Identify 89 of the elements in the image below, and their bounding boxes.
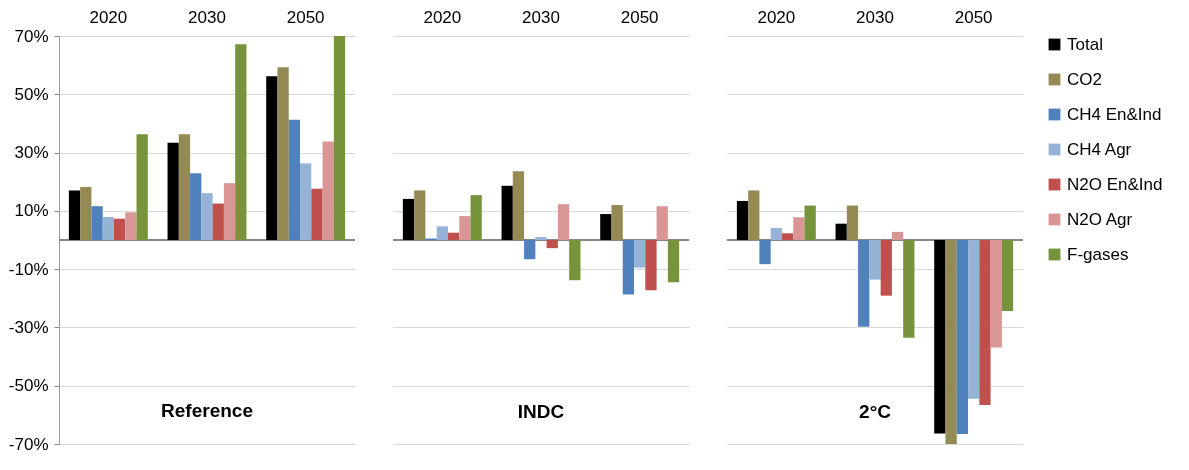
y-tick-label: 70% [14, 26, 49, 46]
y-tick-label: -30% [8, 317, 49, 337]
bar [748, 190, 760, 240]
bar [667, 240, 680, 283]
x-tick-label: 2050 [620, 7, 659, 27]
bar [968, 240, 980, 399]
bar [91, 206, 103, 240]
legend-label: CH4 En&Ind [1067, 104, 1162, 124]
bar [102, 216, 114, 240]
bar [300, 163, 312, 240]
bar [956, 240, 969, 435]
bar [470, 195, 482, 240]
bar [770, 228, 782, 240]
text: 2°C [859, 401, 892, 422]
bar [68, 190, 81, 240]
bar [656, 206, 668, 240]
bar [501, 185, 513, 240]
bar [793, 217, 805, 240]
bar [277, 67, 289, 240]
bar [645, 240, 657, 291]
bar [311, 188, 323, 240]
bar [402, 198, 415, 240]
text: INDC [517, 401, 565, 422]
bar [600, 214, 612, 240]
bar [535, 237, 547, 240]
bar [934, 240, 946, 434]
y-tick-label: 50% [14, 84, 49, 104]
y-tick-label: -70% [8, 434, 49, 454]
bar [201, 193, 213, 240]
bar [113, 218, 126, 240]
bar [414, 190, 426, 240]
bar [436, 226, 448, 240]
bar [546, 240, 558, 249]
legend-label: CH4 Agr [1067, 139, 1132, 159]
bar [858, 240, 870, 327]
bar [891, 231, 904, 240]
legend-label: Total [1067, 34, 1103, 54]
y-tick-label: -50% [8, 376, 49, 396]
x-tick-label: 2030 [856, 7, 894, 27]
bar [634, 240, 646, 268]
legend-label: N2O Agr [1067, 209, 1133, 229]
bar [80, 186, 92, 240]
bar [136, 134, 148, 240]
x-tick-label: 2020 [89, 7, 128, 27]
bar [781, 233, 794, 240]
bar [846, 205, 859, 240]
bar [288, 119, 301, 240]
bar [125, 212, 137, 240]
bar [235, 44, 247, 240]
legend-label: N2O En&Ind [1067, 174, 1163, 194]
bar [178, 134, 191, 240]
bar [736, 200, 749, 240]
bar [212, 203, 224, 240]
bar [903, 240, 915, 338]
legend-label: CO2 [1067, 69, 1102, 89]
legend-label: F-gases [1067, 244, 1129, 264]
bar [835, 223, 847, 240]
bar [979, 240, 991, 405]
y-tick-label: 10% [14, 201, 49, 221]
bar [569, 240, 581, 281]
bar [167, 142, 179, 240]
bar [804, 205, 816, 240]
x-tick-label: 2050 [954, 7, 993, 27]
bar [512, 171, 525, 240]
bar [447, 232, 460, 240]
bar [622, 240, 635, 295]
bar [611, 205, 623, 240]
bar [190, 173, 202, 240]
bar [990, 240, 1002, 348]
y-tick-label: -10% [8, 259, 49, 279]
bar [880, 240, 892, 296]
x-tick-label: 2030 [522, 7, 560, 27]
y-tick-label: 30% [14, 143, 49, 163]
x-tick-label: 2020 [423, 7, 462, 27]
text: Reference [161, 400, 253, 421]
bar [557, 204, 570, 240]
bar [1001, 240, 1014, 312]
bar [322, 141, 334, 240]
bar [524, 240, 536, 260]
x-tick-label: 2050 [286, 7, 325, 27]
x-tick-label: 2030 [188, 7, 226, 27]
bar [945, 240, 957, 444]
bar [759, 240, 771, 265]
bar [459, 216, 471, 240]
bar [869, 240, 881, 280]
bar [266, 76, 278, 240]
bar [333, 36, 346, 240]
x-tick-label: 2020 [757, 7, 796, 27]
bar [223, 183, 236, 240]
